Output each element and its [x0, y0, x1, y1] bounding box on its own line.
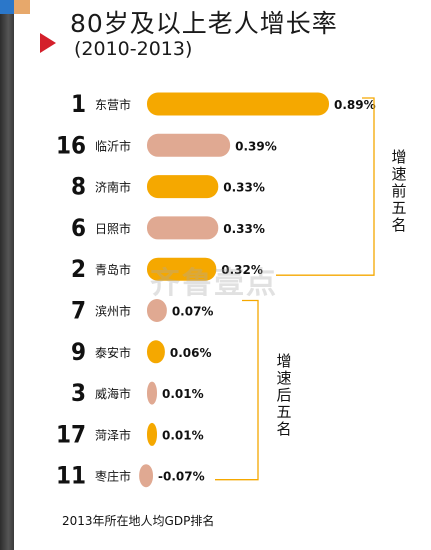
- rank-number: 11: [56, 462, 86, 490]
- top-group-label: 名: [391, 216, 406, 234]
- chart-subtitle: (2010-2013): [74, 38, 193, 60]
- value-label: 0.01%: [162, 428, 204, 442]
- city-label: 滨州市: [95, 304, 131, 319]
- bottom-group-bracket: [215, 299, 259, 481]
- value-label: 0.39%: [235, 139, 277, 153]
- bar: [147, 257, 217, 281]
- red-triangle-icon: [40, 33, 56, 53]
- bottom-group-label: 后: [276, 386, 291, 404]
- rank-number: 17: [56, 420, 86, 448]
- bottom-group-label: 速: [276, 369, 291, 387]
- city-label: 临沂市: [95, 138, 131, 153]
- rank-number: 3: [71, 379, 86, 407]
- bar: [147, 216, 219, 240]
- value-label: -0.07%: [158, 470, 205, 484]
- value-label: 0.01%: [162, 387, 204, 401]
- city-label: 日照市: [95, 221, 131, 236]
- rank-number: 7: [71, 297, 86, 325]
- top-group-label: 速: [391, 165, 406, 183]
- city-label: 枣庄市: [95, 469, 131, 484]
- value-label: 0.89%: [334, 98, 376, 112]
- chart-title: 80岁及以上老人增长率: [70, 9, 338, 38]
- top-group-bracket: [276, 97, 375, 276]
- top-group-label: 前: [391, 182, 406, 200]
- rank-number: 8: [71, 173, 86, 201]
- city-label: 威海市: [95, 386, 131, 401]
- top-group-label: 五: [391, 199, 406, 217]
- bar: [147, 175, 219, 199]
- value-label: 0.33%: [223, 222, 265, 236]
- bottom-group-label: 五: [276, 403, 291, 421]
- rank-number: 9: [71, 338, 86, 366]
- top-group-label: 增: [391, 148, 406, 166]
- watermark: 齐鲁壹点: [150, 266, 278, 301]
- bar: [147, 381, 157, 405]
- rank-number: 1: [71, 90, 86, 118]
- value-label: 0.32%: [221, 263, 263, 277]
- city-label: 东营市: [95, 97, 131, 112]
- value-label: 0.06%: [170, 346, 212, 360]
- bar: [139, 464, 153, 488]
- rank-number: 2: [71, 255, 86, 283]
- value-label: 0.07%: [172, 305, 214, 319]
- left-decor-strip: [0, 0, 14, 550]
- city-label: 济南市: [95, 180, 131, 195]
- footnote: 2013年所在地人均GDP排名: [62, 514, 215, 528]
- bottom-group-label: 名: [276, 420, 291, 438]
- rank-number: 6: [71, 214, 86, 242]
- bar: [147, 299, 167, 322]
- bars-layer: 1 东营市 0.89% 16 临沂市 0.39% 8 济南市 0.33% 6 日照市 0.33% 2 青岛…: [56, 90, 376, 490]
- rank-number: 16: [56, 131, 86, 159]
- corner-decor-orange: [14, 0, 30, 14]
- bar: [147, 92, 329, 116]
- city-label: 泰安市: [95, 345, 131, 360]
- bottom-group-label: 增: [276, 352, 291, 370]
- bar: [147, 340, 165, 364]
- city-label: 菏泽市: [95, 427, 131, 442]
- city-label: 青岛市: [95, 262, 131, 277]
- bar: [147, 422, 157, 446]
- value-label: 0.33%: [223, 181, 265, 195]
- bar: [147, 133, 231, 157]
